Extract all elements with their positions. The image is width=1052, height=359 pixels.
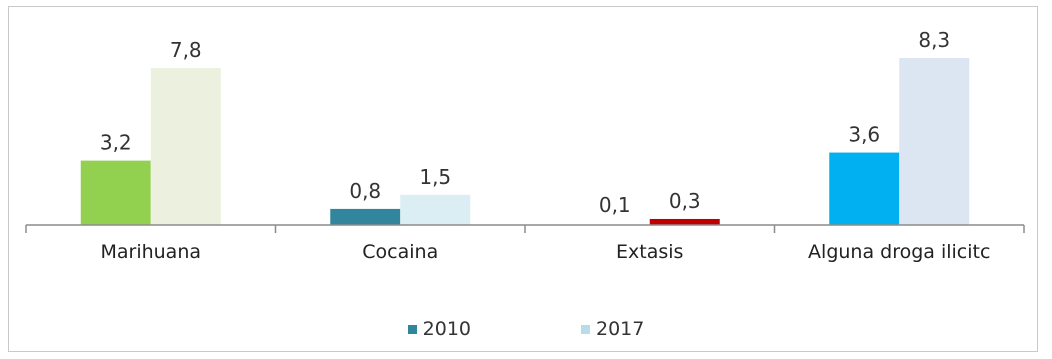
data-label-alguna-droga-ilicitc-2017: 8,3 (918, 28, 950, 52)
legend-item-2017: 2017 (581, 318, 644, 340)
bar-extasis-2017 (649, 218, 720, 225)
legend-swatch-2010 (407, 324, 417, 334)
bar-alguna-droga-ilicitc-2010 (829, 152, 900, 225)
legend-label-2017: 2017 (596, 318, 645, 340)
legend-item-2010: 2010 (407, 318, 471, 340)
bar-extasis-2010 (579, 222, 650, 225)
data-label-extasis-2010: 0,1 (599, 193, 631, 217)
data-label-marihuana-2017: 7,8 (170, 38, 202, 62)
labels-layer: 3,2 7,8 Marihuana 0,8 1,5 Cocaina 0,1 0,3 Extasi… (100, 28, 991, 263)
tick-marks (25, 225, 1025, 233)
bar-alguna-droga-ilicitc-2017 (899, 58, 970, 225)
bar-marihuana-2010 (80, 160, 151, 225)
data-label-cocaina-2010: 0,8 (349, 179, 381, 203)
data-label-cocaina-2017: 1,5 (419, 165, 451, 189)
bar-marihuana-2017 (150, 68, 221, 225)
data-label-extasis-2017: 0,3 (669, 189, 701, 213)
category-label-marihuana: Marihuana (100, 241, 201, 263)
data-label-alguna-droga-ilicitc-2010: 3,6 (848, 123, 880, 147)
bar-cocaina-2010 (330, 208, 401, 225)
category-label-alguna-droga-ilicitc: Alguna droga ilicitc (808, 241, 990, 263)
data-label-marihuana-2010: 3,2 (100, 131, 132, 155)
category-label-cocaina: Cocaina (362, 241, 438, 263)
legend-swatch-2017 (581, 324, 590, 334)
category-label-extasis: Extasis (616, 241, 683, 263)
legend-label-2010: 2010 (422, 318, 471, 340)
bar-cocaina-2017 (400, 194, 471, 225)
legend: 2010 2017 (0, 314, 1052, 344)
bars-layer (80, 58, 970, 225)
